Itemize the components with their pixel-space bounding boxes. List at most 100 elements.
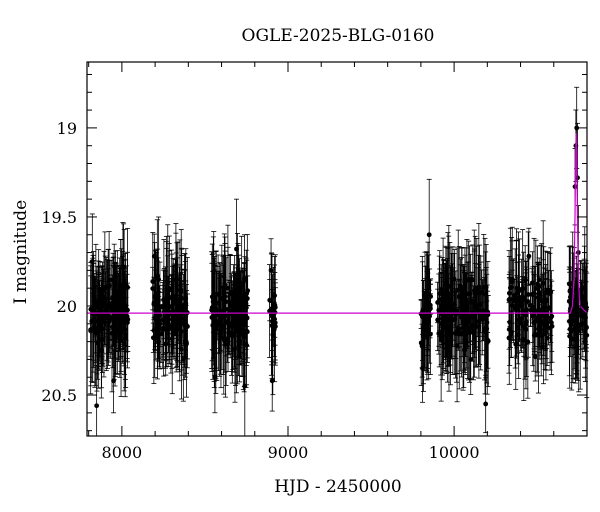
data-point [420,365,425,371]
data-point [245,288,251,294]
chart-title: OGLE-2025-BLG-0160 [242,26,435,46]
data-point [507,319,513,325]
data-point [111,378,116,384]
data-point [507,285,513,291]
data-point [117,327,123,333]
data-point [518,316,524,321]
data-point [121,264,126,270]
data-point [547,325,553,331]
model-curve [87,133,588,314]
data-point [524,319,529,325]
data-point [536,317,542,323]
data-point [445,326,450,332]
model-line [87,133,588,314]
data-point [456,326,462,332]
data-point [572,310,577,316]
data-point [173,293,179,299]
data-point [91,285,97,291]
data-point [548,289,554,295]
data-point [169,294,175,300]
data-point [223,336,229,342]
data-point [535,295,541,300]
x-tick-label: 8000 [102,443,143,462]
data-point [109,331,115,336]
data-point [243,301,249,307]
y-axis-label: I magnitude [11,200,31,304]
data-point [462,306,468,312]
data-point [105,303,111,309]
x-tick-label: 10000 [429,443,480,462]
data-point [471,330,476,336]
data-point [122,318,127,324]
data-point [509,276,515,282]
data-point [242,383,248,389]
data-point [268,267,274,273]
data-point [217,316,223,322]
data-points [88,86,590,437]
y-tick-label: 20 [57,297,77,316]
data-point [482,329,488,335]
data-point [272,320,278,326]
data-point [211,317,217,323]
data-point [470,277,476,283]
data-point [474,303,480,309]
data-point [115,294,121,300]
data-point [156,277,162,282]
data-point [122,335,128,341]
data-point [538,333,544,338]
data-point [523,308,529,314]
data-point [424,301,430,307]
data-point [422,292,428,298]
data-point [515,325,521,330]
data-point [244,342,249,348]
data-point [421,328,427,334]
data-point [451,276,457,282]
data-point [269,378,275,384]
data-point [450,301,456,307]
data-point [438,321,444,327]
data-point [154,309,160,315]
data-point [234,246,239,252]
data-point [439,286,444,292]
data-point [212,374,218,380]
data-point [536,290,542,296]
data-point [468,357,474,362]
data-point [153,317,159,323]
x-tick-label: 9000 [268,443,309,462]
data-point [418,311,424,317]
data-point [483,401,489,407]
y-tick-label: 19.5 [41,208,77,227]
data-point [566,298,572,304]
data-point [437,291,443,296]
data-point [161,325,167,331]
data-point [180,357,186,362]
data-point [105,283,111,289]
data-point [269,306,275,312]
data-point [150,279,156,284]
data-point [237,325,243,330]
plot-frame [86,61,588,437]
data-point [161,297,167,303]
data-point [113,288,118,294]
data-point [567,294,573,300]
data-point [163,301,169,307]
data-point [426,232,432,238]
data-point [539,298,545,304]
data-point [510,298,516,304]
data-point [176,316,182,322]
data-point [94,403,100,409]
data-point [223,313,229,318]
data-point [231,316,237,322]
data-point [176,312,181,318]
data-point [532,308,538,314]
data-point [526,253,532,259]
data-point [89,259,95,264]
data-point [530,304,536,310]
y-tick-label: 19 [57,119,77,138]
data-point [97,316,103,322]
data-point [574,338,580,343]
data-point [95,305,101,311]
data-point [93,300,99,306]
data-point [577,322,583,328]
